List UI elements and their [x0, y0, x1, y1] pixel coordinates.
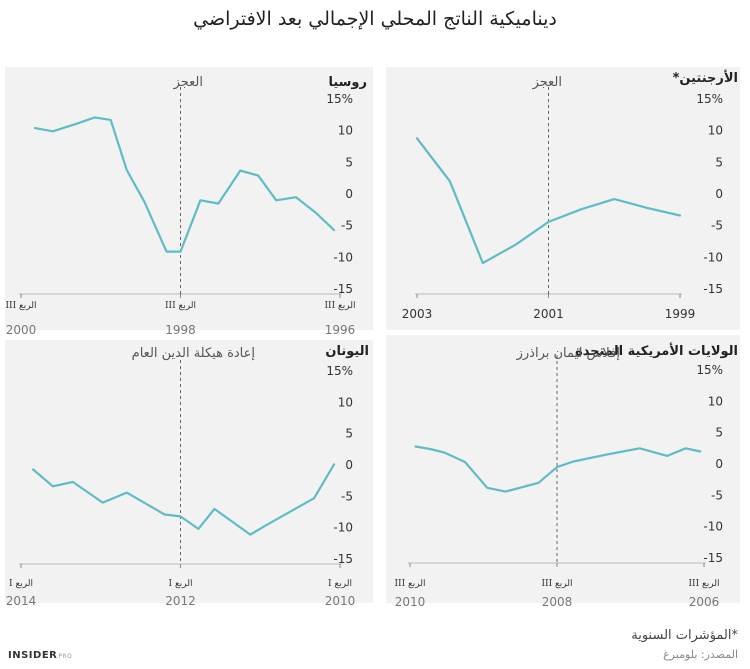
x-tick-year: 2012 [165, 594, 196, 608]
y-tick-label: 5 [715, 155, 723, 169]
y-tick-label: 10 [338, 124, 353, 138]
x-tick-quarter: III الربع [394, 579, 425, 589]
x-tick-year: 2008 [542, 595, 573, 609]
y-tick-label: -15 [333, 552, 353, 566]
y-tick-label: -10 [333, 250, 353, 264]
y-tick-label: 15% [326, 364, 353, 378]
chart-title: الولايات الأمريكية المتحدة [575, 344, 738, 359]
x-tick-quarter: I الربع [328, 579, 352, 589]
event-label: إفلاس ليمان براذرز [516, 346, 620, 361]
x-tick-quarter: III الربع [541, 579, 572, 589]
chart-panel-argentina: 15% 10 5 0 -5 -10 -15 2003 2001 1999 الأرجنتين* ا… [386, 67, 740, 330]
event-label: العجز [173, 75, 203, 90]
x-tick-year: 2006 [689, 595, 720, 609]
y-tick-label: -5 [341, 489, 353, 503]
x-tick-year: 2000 [6, 323, 37, 337]
x-tick-quarter: I الربع [9, 579, 33, 589]
chart-svg-argentina: 15% 10 5 0 -5 -10 -15 2003 2001 1999 [402, 87, 723, 321]
x-tick-year: 1998 [165, 323, 196, 337]
y-tick-label: 10 [708, 394, 723, 408]
y-tick-label: -10 [703, 520, 723, 534]
y-tick-label: 0 [715, 457, 723, 471]
chart-panel-russia: 15% 10 5 0 -5 -10 -15 III الربع 2000 III الربع 199… [5, 67, 373, 337]
y-tick-label: -15 [333, 282, 353, 296]
x-tick-year: 2003 [402, 307, 433, 321]
page-title: ديناميكية الناتج المحلي الإجمالي بعد الا… [193, 8, 557, 30]
y-tick-label: -5 [341, 219, 353, 233]
x-tick-quarter: III الربع [165, 301, 196, 311]
chart-svg-usa: 15% 10 5 0 -5 -10 -15 III الربع 2010 III الربع 200… [394, 355, 723, 609]
y-tick-label: -10 [703, 250, 723, 264]
y-tick-label: 5 [715, 426, 723, 440]
event-label: إعادة هيكلة الدين العام [131, 346, 255, 361]
chart-panel-greece: 15% 10 5 0 -5 -10 -15 I الربع 2014 I الربع 2012 I ا… [5, 340, 373, 608]
y-tick-label: 0 [345, 187, 353, 201]
x-tick-year: 2010 [325, 594, 356, 608]
chart-panel-usa: 15% 10 5 0 -5 -10 -15 III الربع 2010 III الربع 200… [386, 335, 740, 609]
y-tick-label: 15% [696, 92, 723, 106]
y-tick-label: -10 [333, 521, 353, 535]
y-tick-label: 10 [338, 395, 353, 409]
y-tick-label: 15% [326, 92, 353, 106]
y-tick-label: 5 [345, 427, 353, 441]
source-note: المصدر: بلومبرغ [663, 648, 738, 661]
x-tick-quarter: III الربع [5, 301, 36, 311]
chart-title: الأرجنتين* [672, 71, 738, 86]
x-tick-quarter: I الربع [169, 579, 193, 589]
y-tick-label: 0 [715, 187, 723, 201]
x-tick-year: 2010 [395, 595, 426, 609]
x-tick-year: 1999 [665, 307, 696, 321]
footnote: *المؤشرات السنوية [631, 628, 738, 643]
series-line [414, 445, 702, 493]
x-tick-year: 1996 [325, 323, 356, 337]
chart-svg-greece: 15% 10 5 0 -5 -10 -15 I الربع 2014 I الربع 2012 I ا… [6, 360, 355, 608]
y-tick-label: 0 [345, 458, 353, 472]
x-tick-year: 2001 [533, 307, 564, 321]
event-label: العجز [532, 75, 562, 90]
y-tick-label: 10 [708, 124, 723, 138]
chart-title: اليونان [325, 344, 369, 359]
x-tick-year: 2014 [6, 594, 37, 608]
series-line [33, 116, 336, 253]
y-tick-label: -5 [711, 488, 723, 502]
y-tick-label: -15 [703, 551, 723, 565]
series-line [31, 463, 336, 536]
y-tick-label: -15 [703, 282, 723, 296]
chart-title: روسيا [328, 75, 367, 90]
x-tick-quarter: III الربع [324, 301, 355, 311]
x-tick-quarter: III الربع [688, 579, 719, 589]
y-tick-label: 15% [696, 363, 723, 377]
chart-svg-russia: 15% 10 5 0 -5 -10 -15 III الربع 2000 III الربع 199… [5, 87, 356, 337]
insider-logo: INSIDERPRO [8, 650, 73, 661]
y-tick-label: -5 [711, 219, 723, 233]
y-tick-label: 5 [345, 155, 353, 169]
